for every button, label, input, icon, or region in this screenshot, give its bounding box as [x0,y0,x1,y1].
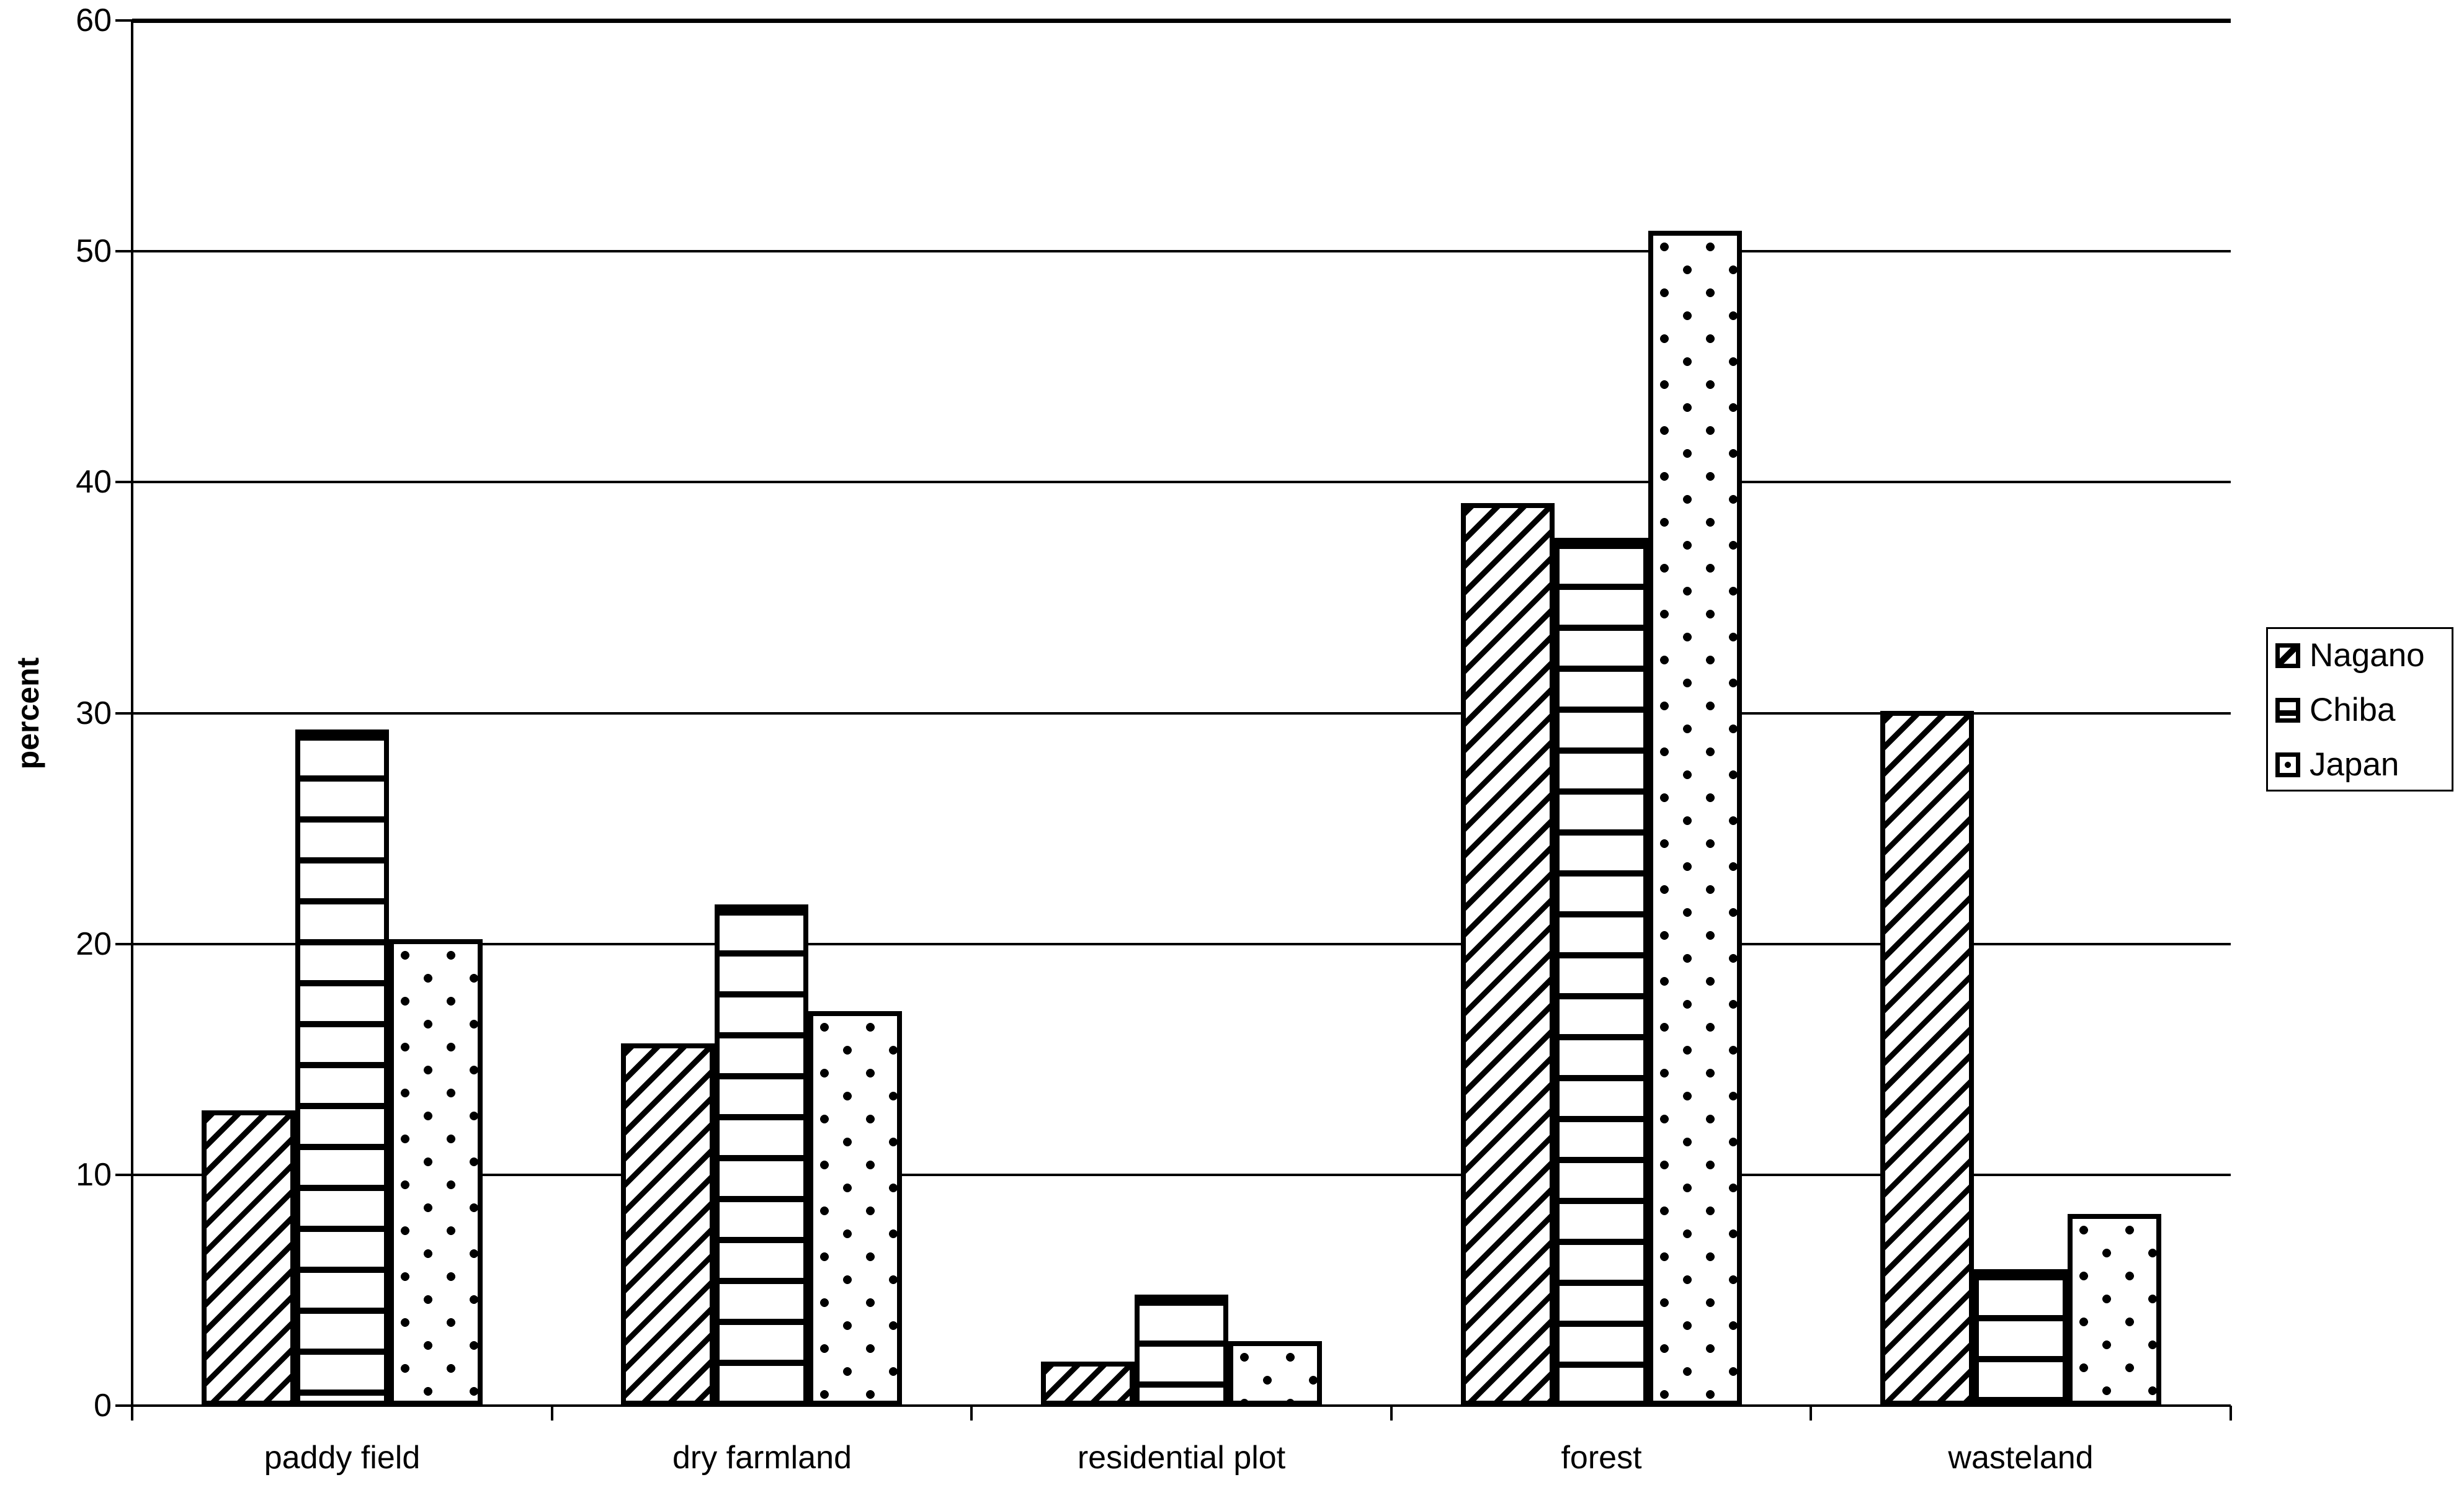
x-axis-tick [131,1406,133,1421]
gridline-60 [132,19,2231,23]
x-axis-tick [551,1406,553,1421]
bar-nagano-3 [1461,503,1555,1406]
gridline-40 [132,481,2231,484]
gridline-20 [132,942,2231,945]
y-tick-label: 30 [76,695,112,731]
y-tick-label: 60 [76,2,112,38]
legend-label: Japan [2310,746,2399,783]
bar-chiba-4 [1974,1269,2068,1406]
y-axis-tick [115,942,132,945]
bar-chiba-1 [715,904,808,1406]
y-axis-tick [115,19,132,22]
y-axis-line [131,20,133,1421]
y-axis-tick [115,1404,132,1407]
y-axis-tick [115,1173,132,1176]
x-axis-tick [1390,1406,1393,1421]
bar-japan-0 [389,939,483,1406]
gridline-30 [132,712,2231,715]
bar-chiba-3 [1555,538,1648,1406]
legend-item-chiba: Chiba [2275,693,2395,728]
legend-swatch-diagonal-hatch-icon [2275,643,2300,668]
bar-japan-2 [1228,1341,1322,1406]
bar-japan-3 [1648,231,1742,1406]
legend-label: Nagano [2310,637,2425,674]
bar-nagano-0 [202,1110,295,1406]
y-axis-tick [115,712,132,715]
legend-item-nagano: Nagano [2275,638,2425,673]
x-category-label: residential plot [1077,1440,1286,1476]
y-axis-tick [115,481,132,484]
x-category-label: paddy field [264,1440,421,1476]
legend-swatch-dots-icon [2275,752,2300,777]
y-tick-label: 50 [76,233,112,270]
legend-item-japan: Japan [2275,747,2399,782]
legend-swatch-horizontal-stripes-icon [2275,698,2300,723]
bar-chiba-2 [1135,1295,1228,1406]
y-tick-label: 0 [94,1388,112,1424]
y-tick-label: 20 [76,926,112,962]
gridline-10 [132,1173,2231,1176]
y-axis-tick [115,250,132,253]
legend: Nagano Chiba Japan [2266,627,2453,792]
x-category-label: wasteland [1948,1440,2094,1476]
legend-label: Chiba [2310,692,2396,728]
x-category-label: forest [1561,1440,1642,1476]
bar-japan-4 [2068,1214,2161,1406]
bar-nagano-4 [1880,711,1974,1406]
x-axis-line [132,1404,2231,1407]
x-axis-tick [970,1406,973,1421]
x-category-label: dry farmland [672,1440,852,1476]
y-tick-label: 10 [76,1156,112,1193]
x-axis-tick [2230,1406,2232,1421]
bar-chiba-0 [295,729,389,1406]
bar-japan-1 [808,1011,902,1406]
bar-nagano-1 [621,1043,715,1406]
x-axis-tick [1810,1406,1812,1421]
gridline-50 [132,250,2231,253]
bar-nagano-2 [1041,1362,1135,1406]
y-tick-label: 40 [76,464,112,501]
